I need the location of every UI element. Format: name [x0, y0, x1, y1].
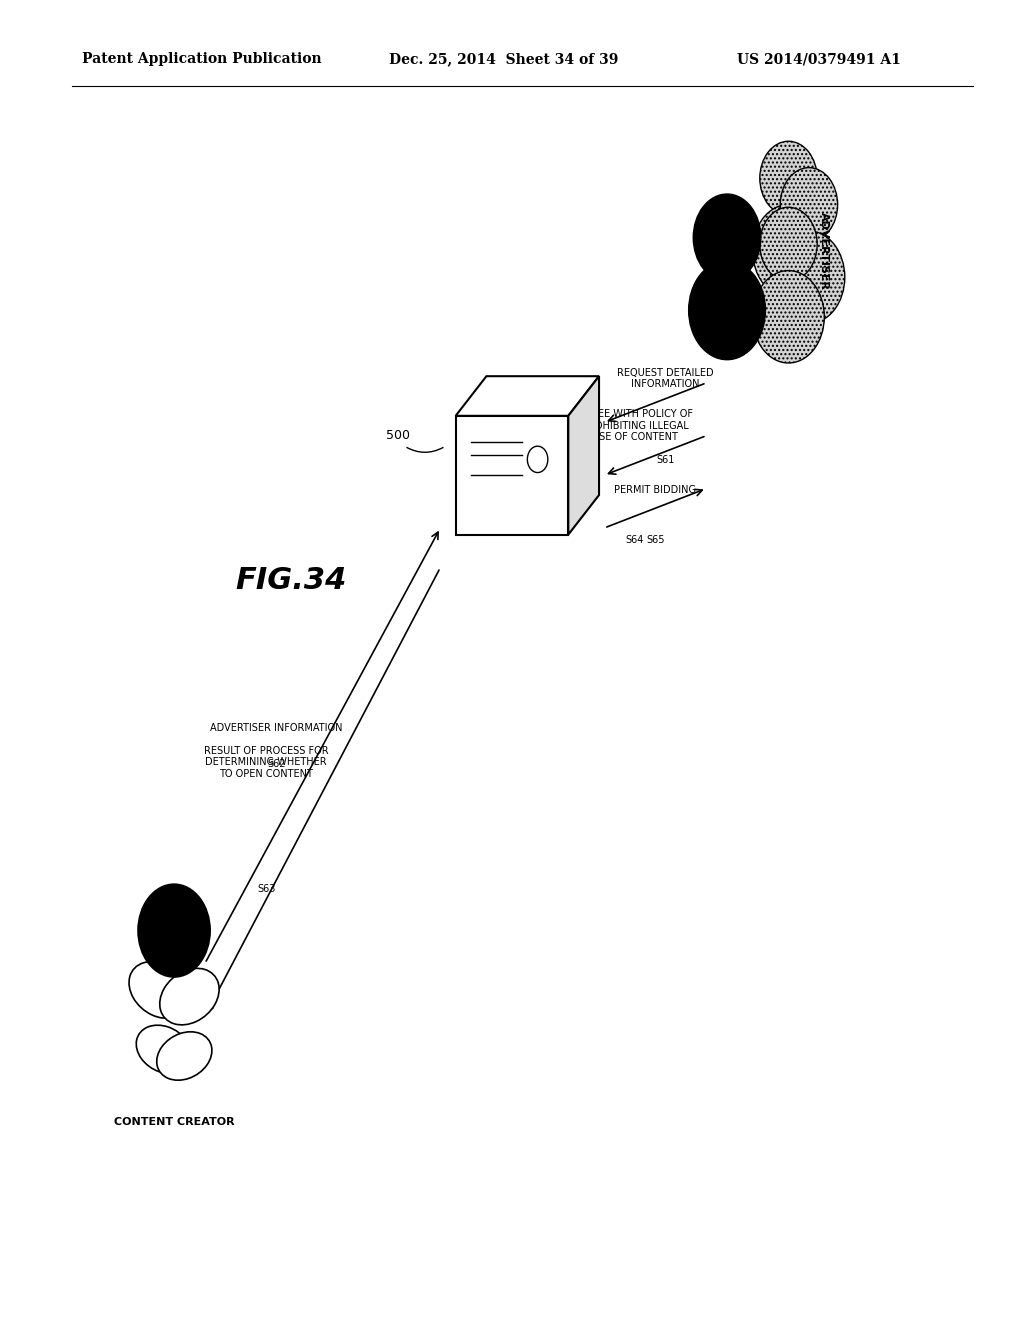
Ellipse shape: [753, 205, 824, 297]
Ellipse shape: [688, 260, 766, 359]
Circle shape: [780, 168, 838, 242]
Polygon shape: [456, 376, 599, 416]
Text: Patent Application Publication: Patent Application Publication: [82, 53, 322, 66]
Text: ADVERTISER: ADVERTISER: [819, 211, 829, 290]
Text: S61: S61: [656, 455, 675, 466]
Text: S63: S63: [257, 884, 275, 895]
Ellipse shape: [157, 1032, 212, 1080]
Text: CONTENT CREATOR: CONTENT CREATOR: [114, 1117, 234, 1127]
Polygon shape: [568, 376, 599, 535]
Text: S64: S64: [626, 535, 644, 545]
Text: US 2014/0379491 A1: US 2014/0379491 A1: [737, 53, 901, 66]
Circle shape: [138, 884, 210, 977]
Ellipse shape: [129, 962, 188, 1018]
Text: S62: S62: [267, 759, 286, 770]
Ellipse shape: [773, 231, 845, 323]
Ellipse shape: [160, 969, 219, 1024]
Ellipse shape: [753, 271, 824, 363]
Text: PERMIT BIDDING: PERMIT BIDDING: [614, 484, 696, 495]
Text: S65: S65: [646, 535, 665, 545]
Circle shape: [693, 194, 761, 281]
Text: ADVERTISER INFORMATION: ADVERTISER INFORMATION: [210, 722, 343, 733]
Text: AGREE WITH POLICY OF
PROHIBITING ILLEGAL
USE OF CONTENT: AGREE WITH POLICY OF PROHIBITING ILLEGAL…: [577, 409, 693, 442]
Polygon shape: [456, 416, 568, 535]
Text: 500: 500: [386, 429, 410, 442]
Circle shape: [527, 446, 548, 473]
Text: REQUEST DETAILED
INFORMATION: REQUEST DETAILED INFORMATION: [617, 368, 714, 389]
Circle shape: [760, 141, 817, 215]
Text: Dec. 25, 2014  Sheet 34 of 39: Dec. 25, 2014 Sheet 34 of 39: [389, 53, 618, 66]
Circle shape: [760, 207, 817, 281]
Text: FIG.34: FIG.34: [236, 566, 347, 595]
Ellipse shape: [136, 1026, 191, 1073]
Text: RESULT OF PROCESS FOR
DETERMINING WHETHER
TO OPEN CONTENT: RESULT OF PROCESS FOR DETERMINING WHETHE…: [204, 746, 329, 779]
